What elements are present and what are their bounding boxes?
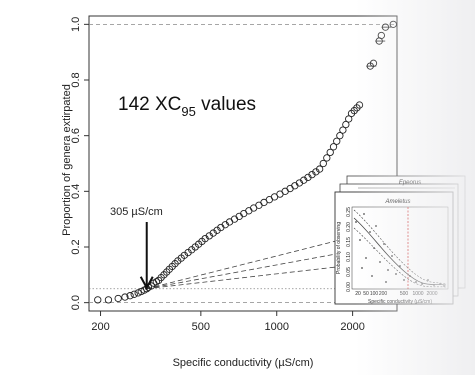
arrow-label: 305 µS/cm <box>110 206 163 218</box>
inset-x-tick-4: 500 <box>400 291 409 297</box>
x-axis-ticks: 200 500 1000 2000 <box>91 311 365 333</box>
inset-dot-7 <box>379 261 381 263</box>
data-point-3 <box>121 293 129 301</box>
arrow-head <box>139 276 154 290</box>
inset-y-tick-0: 0.00 <box>346 282 352 292</box>
xc95-prefix: 142 XC <box>118 94 181 115</box>
inset-y-ticks: 0.00 0.05 0.10 0.15 0.20 0.25 <box>346 207 352 292</box>
inset-dot-21 <box>361 267 363 269</box>
data-point-0 <box>94 296 102 304</box>
inset-curve-lower <box>353 227 447 288</box>
inset-plot-frame <box>351 206 449 290</box>
inset-panels: Epeorus Ameletus 20 50 100 200 500 1000 2000 0… <box>334 175 466 305</box>
y-tick-label-3: 0.6 <box>70 128 82 143</box>
inset-dot-13 <box>403 279 405 281</box>
y-axis-ticks: 0.0 0.2 0.4 0.6 0.8 1.0 <box>70 17 89 310</box>
xc95-annotation: 142 XC95 values <box>118 94 256 119</box>
xc95-subscript: 95 <box>181 104 195 119</box>
inset-y-tick-2: 0.10 <box>346 252 352 262</box>
inset-dot-6 <box>375 225 377 227</box>
y-tick-label-1: 0.2 <box>70 239 82 254</box>
inset-dot-16 <box>421 283 423 285</box>
data-point-60 <box>336 132 344 140</box>
inset-dot-3 <box>365 257 367 259</box>
inset-dot-4 <box>369 231 371 233</box>
inset-dot-2 <box>363 213 365 215</box>
inset-dot-14 <box>409 275 411 277</box>
x-tick-label-0: 200 <box>91 321 109 333</box>
inset-x-tick-3: 200 <box>379 291 388 297</box>
inset-back-title: Epeorus <box>399 180 421 186</box>
y-tick-label-5: 1.0 <box>70 17 82 32</box>
inset-dot-1 <box>359 239 361 241</box>
data-point-56 <box>323 154 331 162</box>
inset-dot-9 <box>387 269 389 271</box>
data-point-4 <box>126 292 134 300</box>
inset-x-ticks: 20 50 100 200 500 1000 2000 <box>355 291 438 297</box>
y-axis-title: Proportion of genera extirpated <box>61 84 73 236</box>
x-tick-label-1: 500 <box>192 321 210 333</box>
data-point-59 <box>333 137 341 145</box>
inset-dot-15 <box>415 281 417 283</box>
y-tick-label-4: 0.8 <box>70 72 82 87</box>
data-point-61 <box>339 126 347 134</box>
inset-x-title: Specific conductivity (µS/cm) <box>368 299 432 305</box>
inset-dot-17 <box>427 279 429 281</box>
inset-dot-22 <box>371 275 373 277</box>
inset-y-title: Probability of observing <box>336 222 342 274</box>
inset-dot-5 <box>373 247 375 249</box>
plot-frame <box>88 15 398 312</box>
inset-y-tick-3: 0.15 <box>346 237 352 247</box>
data-point-54 <box>315 165 324 173</box>
inset-dot-23 <box>385 281 387 283</box>
data-point-69 <box>369 59 378 67</box>
inset-dot-10 <box>391 255 393 257</box>
inset-y-tick-4: 0.20 <box>346 222 352 232</box>
data-point-67 <box>355 101 364 109</box>
data-point-73 <box>389 20 397 28</box>
inset-y-tick-1: 0.05 <box>346 267 352 277</box>
inset-dot-20 <box>443 285 445 287</box>
data-point-55 <box>319 159 327 168</box>
x-tick-label-3: 2000 <box>340 321 364 333</box>
inset-x-tick-5: 1000 <box>412 291 423 297</box>
xc95-suffix: values <box>196 94 256 115</box>
inset-dot-8 <box>383 243 385 245</box>
inset-front-panel <box>334 191 454 305</box>
fan-line-1 <box>146 243 390 290</box>
data-point-2 <box>114 294 122 303</box>
inset-dot-0 <box>355 221 357 223</box>
arrow-annotation <box>139 222 154 290</box>
data-point-47 <box>286 184 294 193</box>
inset-dot-18 <box>433 284 435 286</box>
inset-scatter-dots <box>355 213 445 287</box>
x-tick-label-2: 1000 <box>264 321 288 333</box>
data-point-57 <box>326 148 334 157</box>
inset-x-tick-1: 50 <box>363 291 369 297</box>
inset-dot-12 <box>399 265 401 267</box>
data-point-71 <box>377 31 385 40</box>
inset-y-tick-5: 0.25 <box>346 207 352 217</box>
inset-x-tick-2: 100 <box>370 291 379 297</box>
y-tick-label-0: 0.0 <box>70 295 82 310</box>
data-points <box>94 20 397 304</box>
inset-front-title: Ameletus <box>384 199 410 205</box>
data-point-39 <box>245 207 253 215</box>
data-point-58 <box>329 143 338 151</box>
data-point-62 <box>342 120 350 129</box>
inset-x-tick-6: 2000 <box>426 291 437 297</box>
data-point-5 <box>130 290 138 298</box>
data-point-1 <box>104 296 113 304</box>
inset-x-tick-0: 20 <box>355 291 361 297</box>
x-axis-title: Specific conductivity (µS/cm) <box>173 357 314 369</box>
inset-dot-11 <box>395 273 397 275</box>
data-point-36 <box>230 215 239 223</box>
data-point-63 <box>345 115 353 123</box>
inset-dot-19 <box>439 283 441 285</box>
y-tick-label-2: 0.4 <box>70 184 82 199</box>
